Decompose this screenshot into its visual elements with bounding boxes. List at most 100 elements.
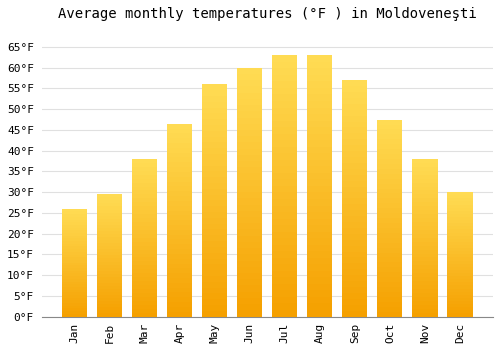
Bar [307, 88, 332, 94]
Bar [132, 293, 158, 297]
Bar [342, 127, 367, 133]
Bar [378, 139, 402, 144]
Bar [272, 232, 297, 238]
Bar [202, 177, 228, 183]
Bar [62, 254, 88, 257]
Bar [378, 194, 402, 198]
Bar [307, 186, 332, 193]
Bar [62, 257, 88, 260]
Bar [342, 275, 367, 281]
Bar [97, 280, 122, 283]
Bar [202, 253, 228, 259]
Bar [237, 260, 262, 267]
Bar [237, 180, 262, 186]
Bar [202, 90, 228, 96]
Bar [237, 230, 262, 236]
Bar [167, 143, 192, 148]
Bar [412, 222, 438, 226]
Bar [97, 206, 122, 210]
Bar [62, 222, 88, 225]
Bar [412, 187, 438, 190]
Bar [272, 193, 297, 199]
Bar [62, 249, 88, 252]
Bar [132, 305, 158, 309]
Bar [412, 210, 438, 214]
Bar [342, 204, 367, 210]
Bar [342, 311, 367, 316]
Bar [448, 295, 472, 298]
Bar [307, 258, 332, 264]
Bar [237, 149, 262, 155]
Bar [62, 287, 88, 289]
Bar [132, 297, 158, 301]
Bar [342, 246, 367, 252]
Bar [97, 271, 122, 274]
Bar [342, 240, 367, 246]
Bar [202, 131, 228, 136]
Bar [448, 208, 472, 211]
Bar [202, 148, 228, 154]
Bar [167, 177, 192, 182]
Bar [97, 261, 122, 265]
Bar [342, 139, 367, 145]
Bar [132, 309, 158, 313]
Bar [167, 254, 192, 259]
Bar [97, 258, 122, 261]
Bar [378, 297, 402, 302]
Bar [378, 282, 402, 287]
Bar [97, 283, 122, 286]
Bar [97, 301, 122, 304]
Bar [378, 159, 402, 164]
Bar [378, 213, 402, 218]
Bar [132, 178, 158, 183]
Bar [272, 101, 297, 107]
Bar [132, 183, 158, 187]
Bar [342, 216, 367, 222]
Bar [307, 180, 332, 186]
Bar [132, 289, 158, 293]
Bar [97, 289, 122, 292]
Bar [62, 236, 88, 238]
Bar [378, 307, 402, 312]
Bar [167, 124, 192, 128]
Bar [167, 259, 192, 264]
Bar [97, 307, 122, 310]
Bar [412, 285, 438, 289]
Bar [132, 230, 158, 234]
Bar [97, 256, 122, 258]
Bar [342, 299, 367, 305]
Bar [202, 276, 228, 282]
Bar [378, 174, 402, 178]
Bar [62, 314, 88, 316]
Bar [307, 166, 332, 173]
Bar [97, 268, 122, 271]
Bar [307, 94, 332, 101]
Bar [412, 178, 438, 183]
Bar [237, 124, 262, 130]
Bar [412, 297, 438, 301]
Bar [378, 238, 402, 243]
Bar [202, 206, 228, 212]
Bar [237, 310, 262, 316]
Bar [307, 193, 332, 199]
Bar [237, 86, 262, 93]
Bar [97, 240, 122, 243]
Bar [412, 281, 438, 285]
Bar [237, 74, 262, 80]
Bar [272, 180, 297, 186]
Bar [237, 211, 262, 217]
Bar [342, 98, 367, 104]
Bar [97, 200, 122, 203]
Bar [272, 134, 297, 140]
Bar [307, 245, 332, 251]
Bar [237, 118, 262, 124]
Bar [202, 154, 228, 160]
Bar [62, 230, 88, 233]
Bar [448, 286, 472, 288]
Bar [167, 264, 192, 268]
Bar [448, 307, 472, 310]
Bar [412, 202, 438, 206]
Bar [448, 314, 472, 316]
Bar [448, 239, 472, 242]
Bar [272, 94, 297, 101]
